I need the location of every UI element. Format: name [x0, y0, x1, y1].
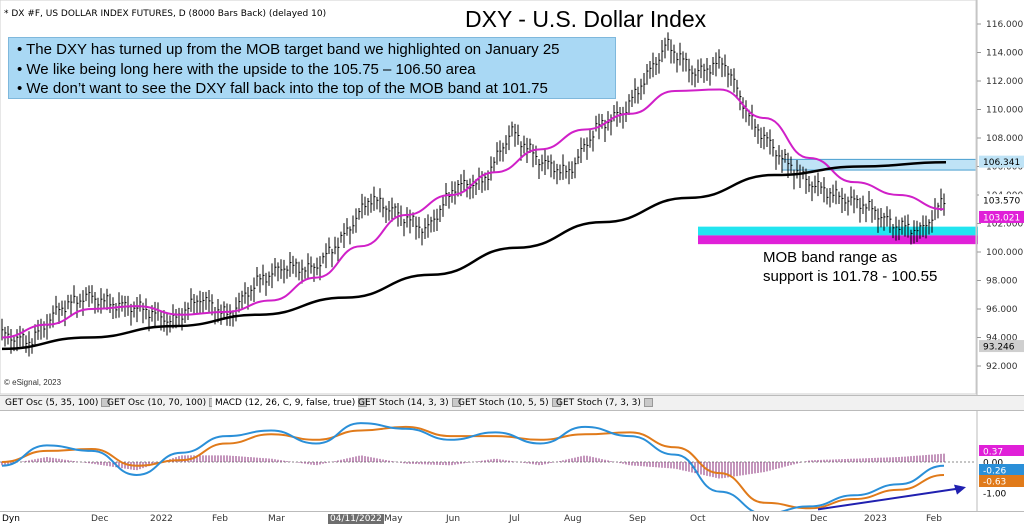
time-axis-label: 2023	[864, 514, 887, 524]
callout-box: • The DXY has turned up from the MOB tar…	[8, 37, 616, 99]
time-axis-label: May	[384, 514, 403, 524]
time-axis-label: Jul	[509, 514, 520, 524]
price-tick-label: 96.000	[986, 305, 1018, 315]
chart-title: DXY - U.S. Dollar Index	[465, 6, 707, 32]
last-price-marker-bg	[979, 194, 1024, 207]
annotation-line: support is 101.78 - 100.55	[763, 268, 938, 285]
tab-close-icon[interactable]	[643, 398, 653, 407]
tab-stoch-10[interactable]: GET Stoch (10, 5, 5)	[455, 396, 561, 410]
price-tick-label: 114.000	[986, 49, 1023, 59]
macd-hist-marker: 0.37	[983, 448, 1003, 458]
time-axis-label: Nov	[752, 514, 770, 524]
tab-macd[interactable]: MACD (12, 26, C, 9, false, true)	[212, 396, 368, 410]
tab-label: GET Stoch (10, 5, 5)	[458, 398, 549, 408]
macd-line-marker: -0.26	[983, 467, 1007, 477]
mob-band-top	[698, 226, 978, 236]
tab-close-icon[interactable]	[451, 398, 461, 407]
resistance-band	[781, 158, 977, 171]
tab-close-icon[interactable]	[358, 398, 368, 407]
price-tick-label: 108.000	[986, 134, 1023, 144]
macd-hist-marker-bg	[979, 445, 1024, 457]
tab-close-icon[interactable]	[551, 398, 561, 407]
tab-label: GET Stoch (7, 3, 3)	[556, 398, 641, 408]
mob-band-bottom	[698, 235, 978, 245]
time-axis-label: Dec	[91, 514, 109, 524]
time-axis-label: Feb	[212, 514, 228, 524]
price-tick-label: 92.000	[986, 362, 1018, 372]
last-price-marker: 103.570	[983, 197, 1020, 207]
price-tick-label: 98.000	[986, 277, 1018, 287]
price-tick-label: 100.000	[986, 248, 1023, 258]
time-axis-label-cursor: 04/11/2022	[328, 514, 384, 524]
time-axis-label: Jun	[446, 514, 461, 524]
callout-bullet: • We don’t want to see the DXY fall back…	[17, 80, 548, 97]
tab-osc-10-70[interactable]: GET Osc (10, 70, 100)	[104, 396, 219, 410]
tab-label: GET Stoch (14, 3, 3)	[358, 398, 449, 408]
tab-label: GET Osc (10, 70, 100)	[107, 398, 207, 408]
price-tick-label: 94.000	[986, 334, 1018, 344]
tab-label: MACD (12, 26, C, 9, false, true)	[215, 398, 356, 408]
macd-line-marker-bg	[979, 464, 1024, 476]
macd-lower-label-bg	[979, 487, 1024, 499]
annotation-line: MOB band range as	[763, 249, 898, 266]
tab-stoch-14[interactable]: GET Stoch (14, 3, 3)	[355, 396, 461, 410]
price-tick-label: 110.000	[986, 106, 1023, 116]
ma-long-marker: 93.246	[983, 343, 1015, 353]
indicator-tabs: GET Osc (5, 35, 100) GET Osc (10, 70, 10…	[0, 395, 1024, 411]
ma-long-marker-bg	[979, 340, 1024, 353]
tab-osc-5-35[interactable]: GET Osc (5, 35, 100)	[2, 396, 111, 410]
time-axis-label: Aug	[564, 514, 582, 524]
tab-stoch-7[interactable]: GET Stoch (7, 3, 3)	[553, 396, 653, 410]
time-axis-label: Oct	[690, 514, 706, 524]
signal-line-marker-bg	[979, 475, 1024, 487]
ma-short-line	[1, 88, 945, 339]
time-axis-label: Feb	[926, 514, 942, 524]
price-tick-label: 112.000	[986, 77, 1023, 87]
tab-close-icon[interactable]	[101, 398, 111, 407]
callout-bullet: • We like being long here with the upsid…	[17, 60, 476, 78]
symbol-header: * DX #F, US DOLLAR INDEX FUTURES, D (800…	[4, 9, 327, 19]
band-top-marker-bg	[979, 155, 1024, 168]
time-axis-label: Sep	[629, 514, 646, 524]
macd-line	[1, 422, 945, 515]
tab-label: GET Osc (5, 35, 100)	[5, 398, 99, 408]
divergence-arrowhead	[954, 484, 966, 495]
price-tick-label: 102.000	[986, 220, 1023, 230]
ma-long-line	[1, 160, 947, 351]
mob-annotation: MOB band range as support is 101.78 - 10…	[763, 248, 973, 286]
time-axis-label: Mar	[268, 514, 285, 524]
time-axis-label: Dec	[810, 514, 828, 524]
callout-bullet: • The DXY has turned up from the MOB tar…	[17, 41, 560, 58]
price-pane-frame	[0, 0, 977, 395]
time-axis-label: 2022	[150, 514, 173, 524]
ma-short-marker: 103.021	[983, 213, 1020, 223]
time-axis: Dyn Dec 2022 Feb Mar 04/11/2022 May Jun …	[0, 511, 1024, 528]
price-tick-label: 116.000	[986, 20, 1023, 30]
macd-zero-label: 0.00	[983, 459, 1003, 469]
copyright: © eSignal, 2023	[4, 378, 62, 387]
macd-lower-label: -1.00	[983, 490, 1007, 500]
dyn-label: Dyn	[2, 514, 20, 524]
divergence-arrow	[817, 487, 959, 511]
ma-short-marker-bg	[979, 210, 1024, 223]
band-top-marker: 106.341	[983, 158, 1020, 168]
signal-line-marker: -0.63	[983, 478, 1006, 488]
